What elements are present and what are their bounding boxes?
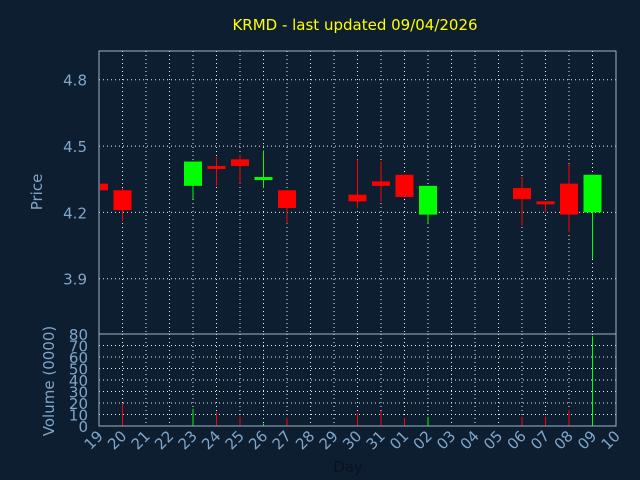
day-tick-labels: 1920212223242526272829303101020304050607… <box>81 427 624 453</box>
candle <box>278 190 296 224</box>
volume-tick-label: 0 <box>78 418 88 436</box>
candle <box>395 174 414 197</box>
day-tick-label: 20 <box>104 427 130 453</box>
candle-body <box>395 174 414 197</box>
price-tick-label: 4.8 <box>63 72 87 90</box>
candle <box>254 150 273 189</box>
candle <box>231 154 249 184</box>
candle-body <box>278 190 296 208</box>
day-tick-label: 06 <box>504 427 530 453</box>
candle <box>113 188 132 222</box>
volume-panel-frame <box>98 333 617 427</box>
price-axis-label: Price <box>28 174 46 211</box>
candle-body <box>254 177 273 181</box>
day-tick-label: 01 <box>386 427 412 453</box>
volume-tick-label: 20 <box>69 395 88 413</box>
day-tick-label: 21 <box>128 427 154 453</box>
candle <box>348 159 367 208</box>
volume-bars <box>122 336 593 426</box>
volume-tick-label: 70 <box>69 338 88 356</box>
candle <box>536 201 555 213</box>
candle-body <box>536 201 555 205</box>
chart-title: KRMD - last updated 09/04/2026 <box>232 16 477 34</box>
day-tick-label: 08 <box>551 427 577 453</box>
price-tick-label: 4.2 <box>63 204 87 222</box>
volume-tick-label: 30 <box>69 384 88 402</box>
day-tick-label: 30 <box>339 427 365 453</box>
price-tick-labels: 3.9 4.2 4.5 4.8 <box>63 72 87 289</box>
day-tick-label: 03 <box>433 427 459 453</box>
candle <box>372 161 390 202</box>
candle-body <box>207 165 226 169</box>
volume-tick-label: 40 <box>69 372 88 390</box>
day-tick-label: 27 <box>269 427 295 453</box>
candle <box>513 177 531 226</box>
day-tick-label: 04 <box>457 427 483 453</box>
candle <box>583 174 602 259</box>
candle-body <box>560 183 578 215</box>
candle-body <box>184 161 202 186</box>
candle-body <box>348 194 367 202</box>
price-tick-label: 4.5 <box>63 138 87 156</box>
day-tick-label: 05 <box>480 427 506 453</box>
candle <box>207 157 226 186</box>
volume-tick-label: 60 <box>69 349 88 367</box>
day-axis-label: Day <box>333 458 363 476</box>
day-tick-label: 29 <box>316 427 342 453</box>
day-tick-label: 31 <box>363 427 389 453</box>
day-tick-label: 24 <box>198 427 224 453</box>
candle-body <box>583 174 602 213</box>
price-tick-label: 3.9 <box>63 271 87 289</box>
candle-body <box>231 159 249 166</box>
volume-axis-label: Volume (0000) <box>40 326 58 436</box>
candle-body <box>419 185 437 215</box>
candle <box>419 185 437 224</box>
day-tick-label: 25 <box>222 427 248 453</box>
candle-body <box>513 188 531 200</box>
day-tick-label: 26 <box>245 427 271 453</box>
candle-body <box>113 190 132 211</box>
candle-body <box>100 183 108 191</box>
volume-tick-label: 50 <box>69 361 88 379</box>
volume-tick-label: 80 <box>69 326 88 344</box>
candle-body <box>372 181 390 186</box>
volume-grid <box>99 334 616 426</box>
day-tick-label: 09 <box>574 427 600 453</box>
candle <box>560 163 578 233</box>
day-tick-label: 28 <box>292 427 318 453</box>
day-tick-label: 23 <box>175 427 201 453</box>
day-tick-label: 10 <box>598 427 624 453</box>
volume-tick-label: 10 <box>69 407 88 425</box>
day-tick-label: 07 <box>527 427 553 453</box>
day-tick-label: 02 <box>410 427 436 453</box>
candle <box>98 183 108 191</box>
candles <box>98 150 602 259</box>
candle <box>184 161 202 200</box>
day-tick-label: 22 <box>151 427 177 453</box>
